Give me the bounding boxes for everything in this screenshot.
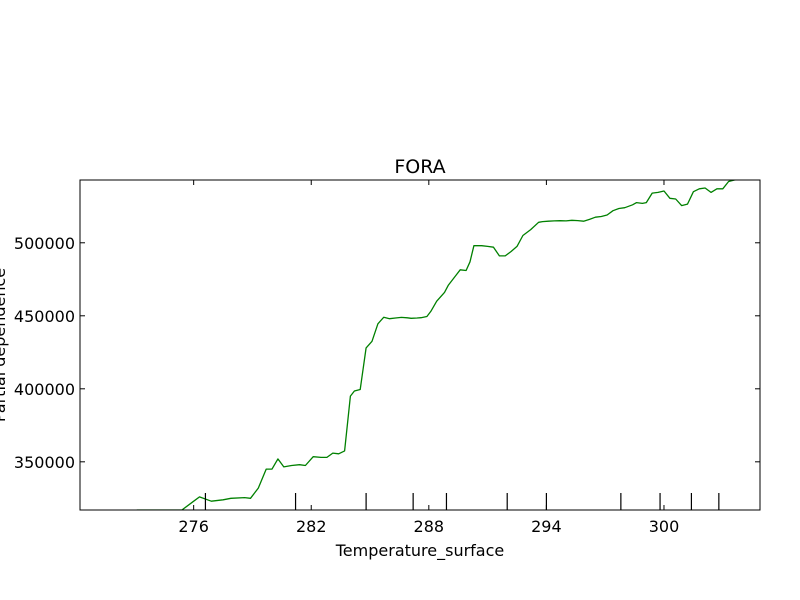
chart-title: FORA: [394, 156, 445, 178]
axis-ticks: [80, 180, 760, 510]
y-tick-label: 500000: [14, 234, 75, 253]
x-tick-label: 276: [178, 517, 209, 536]
y-tick-label: 400000: [14, 380, 75, 399]
tick-labels: 276 282 288 294 300 350000 400000 450000 500000: [14, 234, 679, 536]
x-tick-label: 288: [414, 517, 445, 536]
series-line-0: [136, 180, 741, 510]
y-tick-label: 450000: [14, 307, 75, 326]
x-axis-label: Temperature_surface: [335, 541, 504, 561]
line-layer: [136, 180, 741, 510]
plot-area-frame: [79, 179, 761, 511]
y-tick-label: 350000: [14, 453, 75, 472]
y-axis-label: Partial dependence: [0, 268, 9, 422]
rug-marks: [204, 493, 720, 510]
x-tick-label: 300: [649, 517, 680, 536]
x-tick-label: 282: [296, 517, 327, 536]
x-tick-label: 294: [531, 517, 562, 536]
